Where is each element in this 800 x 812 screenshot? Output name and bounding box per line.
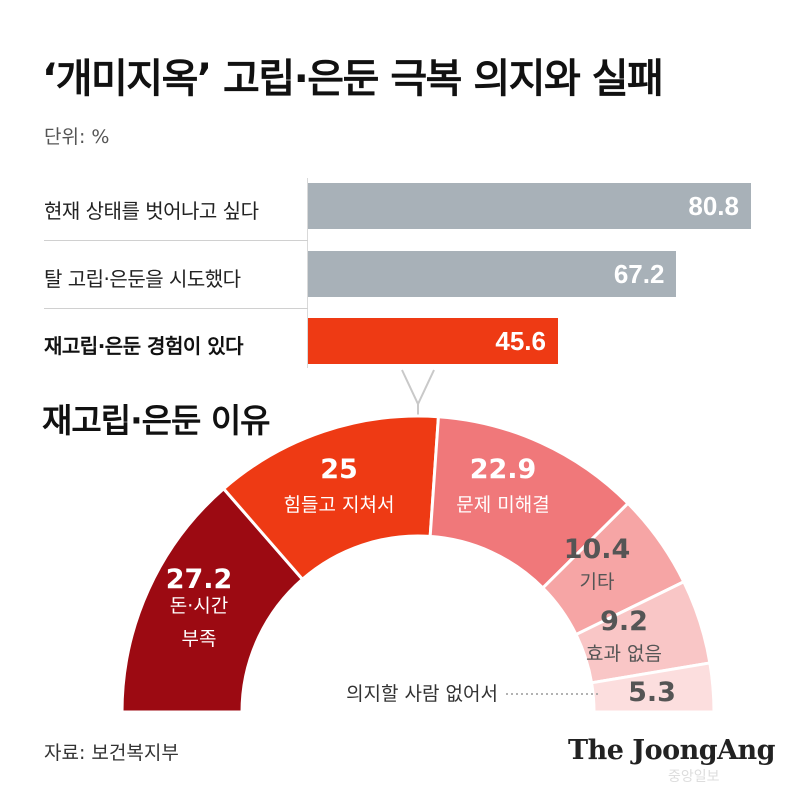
slice-label: 문제 미해결 [456, 494, 549, 516]
slice-value-label: 9.2 [600, 606, 648, 637]
row-divider [44, 240, 308, 241]
bar-value-label: 45.6 [495, 326, 546, 356]
slice-value-label: 10.4 [564, 534, 631, 565]
slice-value-label: 27.2 [166, 564, 233, 595]
bar [308, 183, 751, 229]
bar-axis-line [307, 178, 308, 368]
bar-category-label: 탈 고립·은둔을 시도했다 [44, 267, 241, 291]
slice-label: 부족 [182, 628, 217, 650]
bar-value-label: 80.8 [688, 191, 739, 221]
source-label: 자료: 보건복지부 [44, 742, 179, 764]
slice-value-label: 22.9 [470, 454, 537, 485]
bar [308, 318, 558, 364]
slice-label: 기타 [580, 571, 615, 593]
slice-label: 돈·시간 [170, 595, 228, 617]
slice-value-label: 5.3 [628, 677, 676, 708]
pie-subtitle: 재고립·은둔 이유 [42, 401, 271, 440]
row-divider [44, 308, 308, 309]
brand-logo: The JoongAng [568, 735, 776, 766]
slice-label: 의지할 사람 없어서 [346, 683, 498, 705]
watermark: 중앙일보 [668, 769, 720, 785]
slice-label: 힘들고 지쳐서 [284, 494, 395, 516]
chart-title: ‘개미지옥’ 고립·은둔 극복 의지와 실패 [42, 56, 664, 102]
unit-label: 단위: % [44, 126, 110, 148]
bar-category-label: 재고립·은둔 경험이 있다 [44, 334, 244, 358]
slice-label: 효과 없음 [586, 643, 662, 665]
donut-slice [589, 661, 716, 714]
slice-value-label: 25 [320, 454, 358, 485]
pointer-line [401, 369, 435, 407]
bar [308, 251, 677, 297]
bar-category-label: 현재 상태를 벗어나고 싶다 [44, 199, 259, 223]
bar-value-label: 67.2 [613, 259, 665, 289]
